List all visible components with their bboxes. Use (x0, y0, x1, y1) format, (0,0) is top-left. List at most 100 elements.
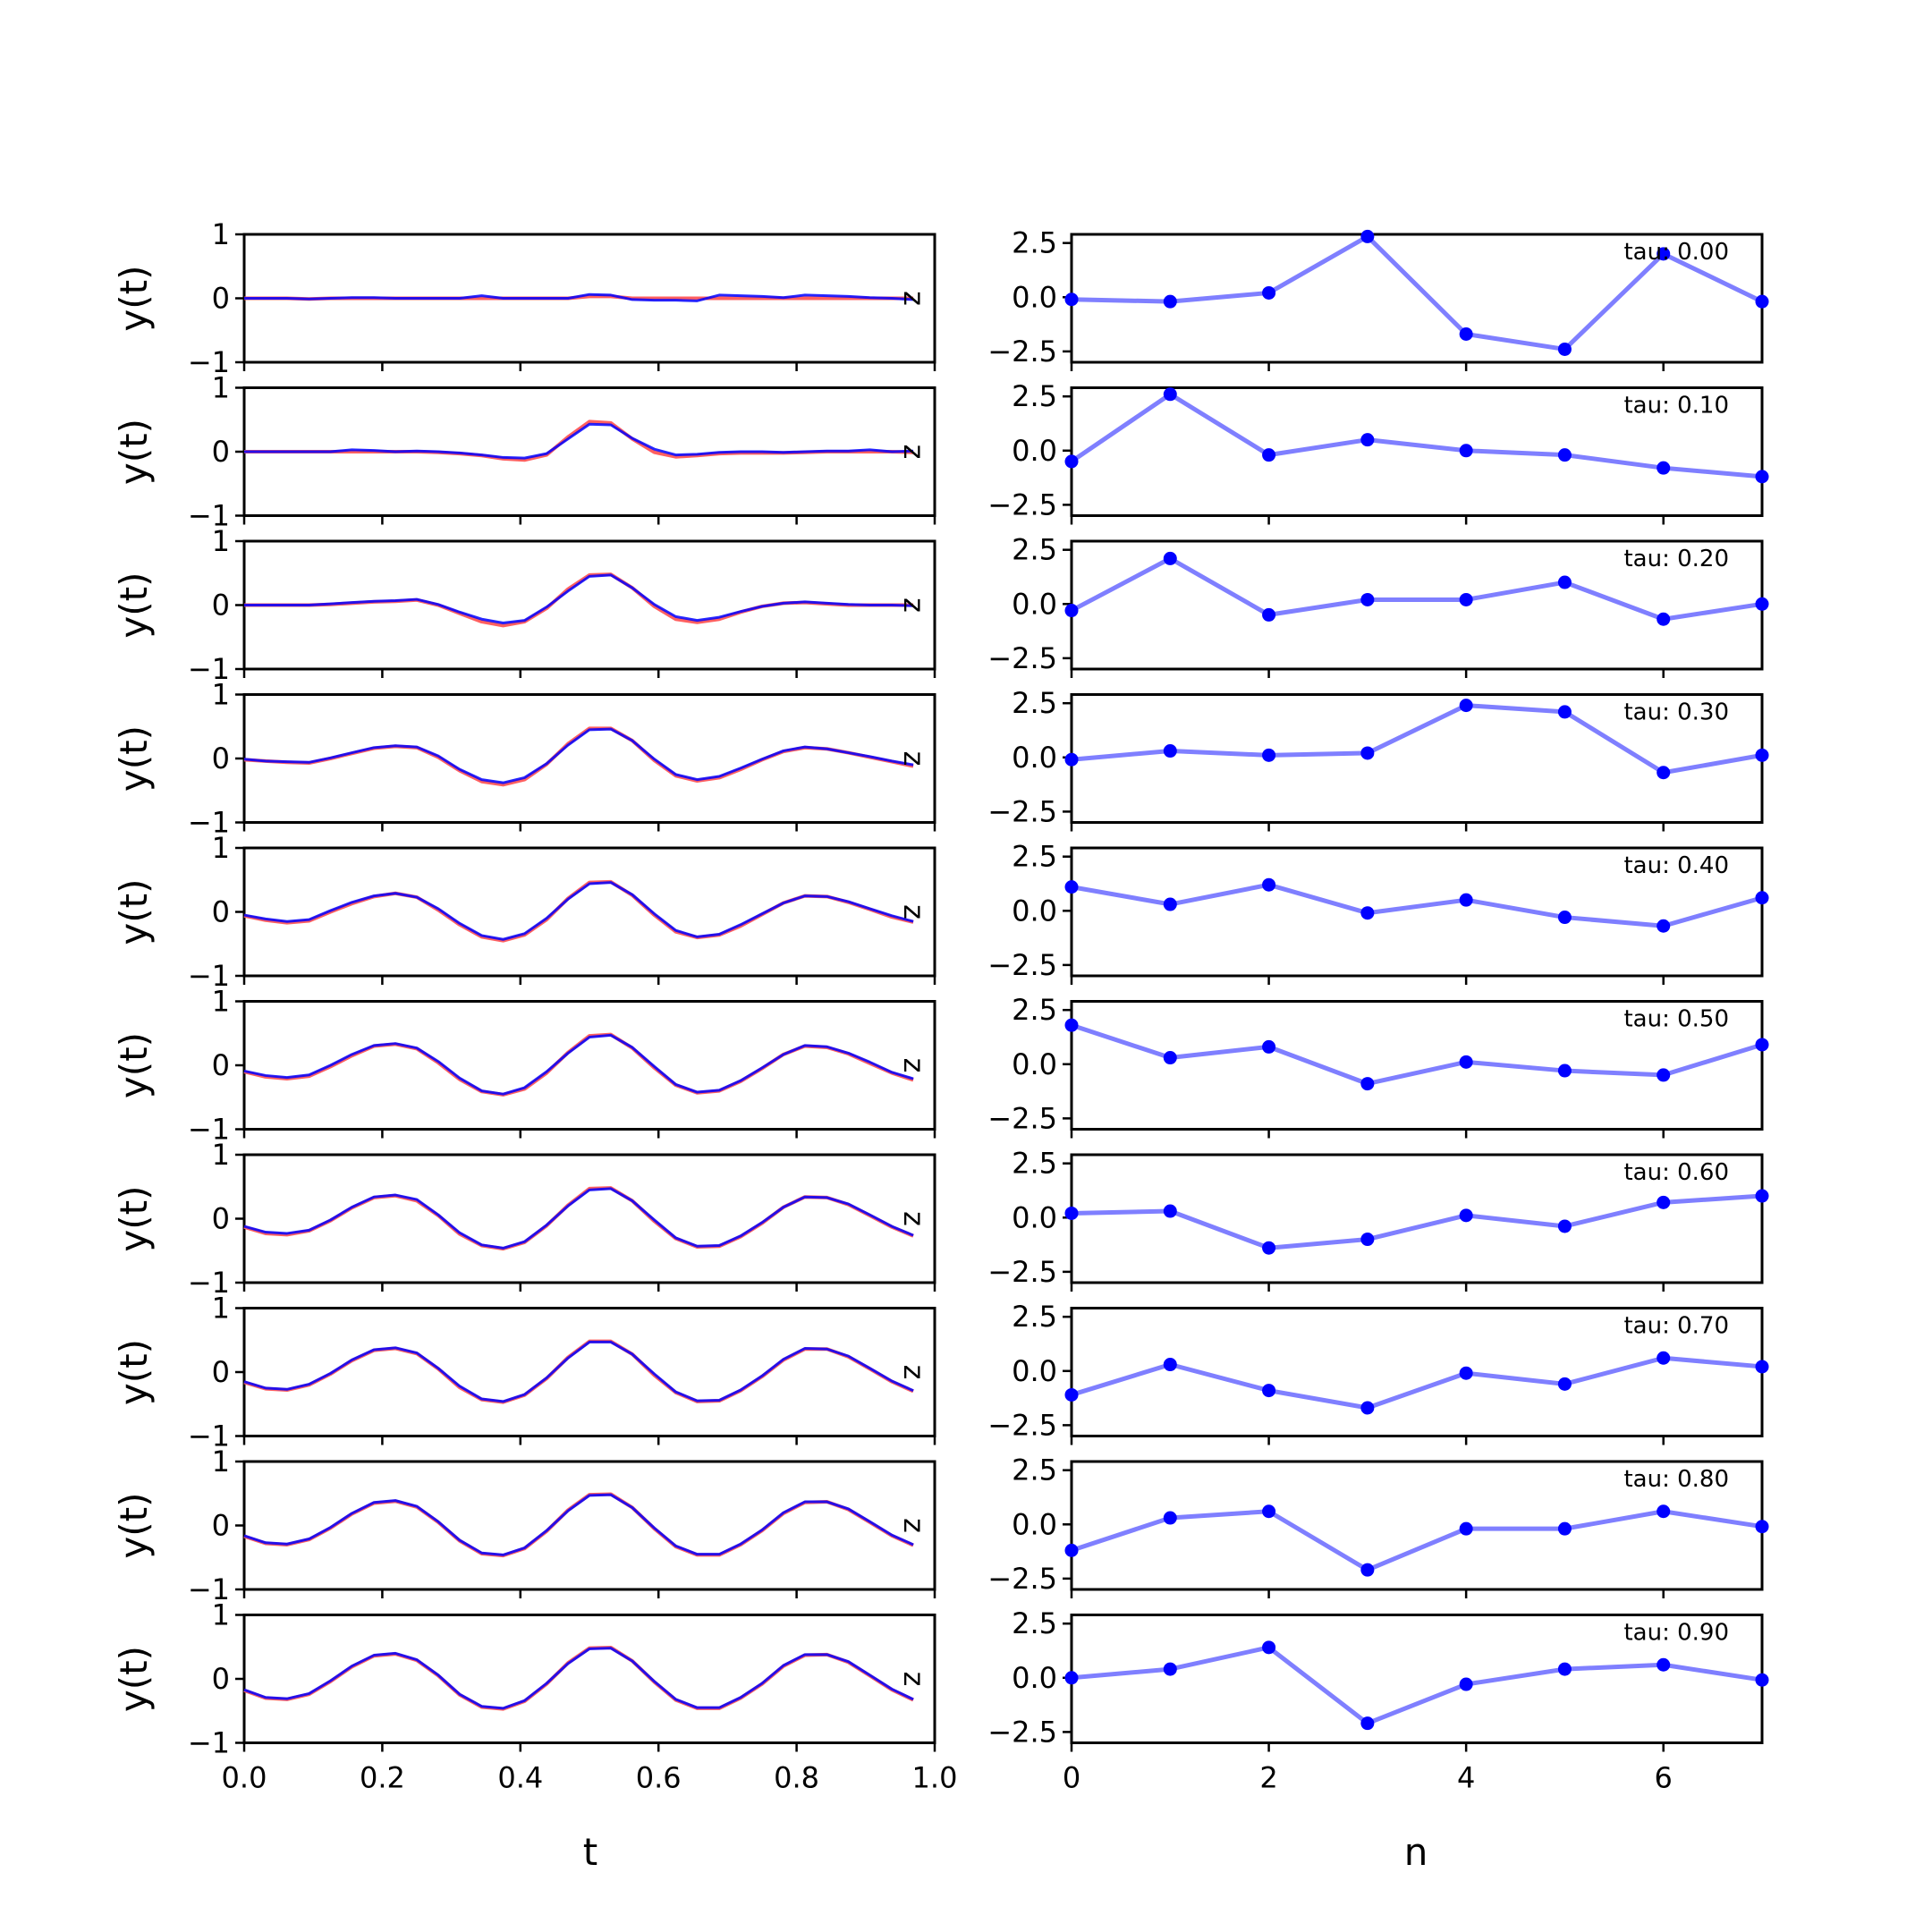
y-tick-label: 2.5 (1012, 993, 1057, 1027)
x-tick-label: 1.0 (912, 1761, 958, 1795)
data-point (1557, 575, 1572, 589)
series-line-values (1071, 703, 1763, 775)
y-axis-label: y(t) (112, 419, 156, 485)
left-panel-column: −1 0 1 y(t) z −1 0 1 y(t) z −1 0 1 y(t) z −1 0 1 y(t) z −1 0 1… (112, 217, 957, 1795)
data-point (1557, 1662, 1572, 1676)
data-point (1360, 229, 1375, 243)
y-tick-label: −1 (188, 1113, 230, 1147)
inline-label-z: z (897, 1518, 931, 1533)
data-point (1657, 1068, 1671, 1082)
data-point (1557, 705, 1572, 719)
y-tick-label: 0.0 (1012, 1507, 1057, 1541)
data-point (1557, 448, 1572, 462)
inline-label-z: z (897, 904, 931, 919)
data-point (1657, 1657, 1671, 1672)
y-tick-label: 2.5 (1012, 1147, 1057, 1181)
data-point (1262, 1384, 1276, 1398)
tau-label: tau: 0.30 (1623, 699, 1729, 726)
y-tick-label: 0 (212, 1355, 230, 1389)
data-point (1064, 752, 1079, 767)
y-tick-label: 0 (212, 1048, 230, 1082)
x-tick-label: 0.6 (636, 1761, 682, 1795)
y-tick-label: 0 (212, 1662, 230, 1696)
inline-label-z: z (897, 1211, 931, 1226)
left-subplot-frame (242, 1307, 936, 1437)
data-point (1262, 877, 1276, 892)
y-tick-label: 1 (212, 1445, 230, 1479)
data-point (1262, 448, 1276, 462)
data-point (1459, 893, 1473, 907)
data-point (1755, 597, 1769, 611)
data-point (1163, 1662, 1177, 1676)
y-axis-label: y(t) (112, 1185, 156, 1251)
tau-label: tau: 0.80 (1623, 1466, 1729, 1493)
data-point (1064, 1018, 1079, 1032)
data-point (1557, 342, 1572, 356)
left-subplot-7: −1 0 1 y(t) z (112, 1292, 936, 1453)
left-subplot-3: −1 0 1 y(t) z (112, 678, 936, 840)
series-line-values (1071, 1509, 1763, 1572)
y-tick-label: −2.5 (987, 948, 1057, 982)
right-subplot-3: −2.5 0.0 2.5 tau: 0.30 (987, 686, 1769, 832)
y-tick-label: 0.0 (1012, 1354, 1057, 1388)
data-point (1262, 1504, 1276, 1519)
series-line-values (1071, 233, 1764, 352)
series-line-values (1071, 1193, 1763, 1250)
y-tick-label: 1 (212, 1598, 230, 1632)
left-subplot-5: −1 0 1 y(t) z (112, 985, 936, 1147)
series-line-values (1070, 392, 1763, 479)
data-point (1163, 1051, 1177, 1065)
data-point (1755, 891, 1769, 905)
series-line-predicted (243, 1493, 914, 1556)
data-point (1657, 919, 1671, 933)
y-tick-label: 2.5 (1012, 1453, 1057, 1487)
inline-label-z: z (897, 751, 931, 767)
right-subplot-9: −2.5 0.0 2.5 0 2 4 6 tau: 0.90 (987, 1606, 1769, 1795)
data-point (1064, 1543, 1079, 1557)
data-point (1163, 1204, 1177, 1218)
left-subplot-frame (242, 1153, 936, 1284)
x-tick-label: 0.8 (774, 1761, 819, 1795)
data-point (1557, 911, 1572, 925)
y-tick-label: 1 (212, 985, 230, 1019)
inline-label-z: z (897, 1672, 931, 1687)
series-line-values (1070, 555, 1763, 622)
data-point (1262, 1039, 1276, 1054)
y-axis-label: y(t) (112, 725, 156, 792)
y-tick-label: −1 (188, 499, 230, 533)
y-tick-label: 2.5 (1012, 533, 1057, 567)
data-point (1557, 1063, 1572, 1078)
x-tick-label: 0.2 (360, 1761, 405, 1795)
y-tick-label: 0.0 (1012, 434, 1057, 468)
y-tick-label: 0.0 (1012, 741, 1057, 775)
data-point (1755, 1360, 1769, 1374)
y-axis-label: y(t) (112, 1492, 156, 1558)
y-tick-label: −1 (188, 806, 230, 840)
y-tick-label: 1 (212, 524, 230, 558)
data-point (1163, 744, 1177, 758)
left-subplot-9: −1 0 1 y(t) 0.0 0.2 0.4 0.6 0.8 1.0 z (112, 1598, 957, 1795)
data-point (1755, 1189, 1769, 1203)
data-point (1360, 1563, 1375, 1577)
y-axis-label: y(t) (112, 265, 156, 331)
inline-label-z: z (897, 445, 931, 460)
y-tick-label: 0.0 (1012, 894, 1057, 928)
data-point (1163, 1358, 1177, 1372)
y-tick-label: 0.0 (1012, 587, 1057, 621)
right-subplot-6: −2.5 0.0 2.5 tau: 0.60 (987, 1147, 1769, 1292)
data-point (1262, 1241, 1276, 1255)
left-subplot-frame (242, 1460, 936, 1591)
data-point (1755, 1673, 1769, 1687)
tau-label: tau: 0.40 (1623, 852, 1729, 879)
data-point (1064, 880, 1079, 894)
data-point (1064, 604, 1079, 618)
data-point (1459, 444, 1473, 458)
x-tick-label: 0.0 (222, 1761, 267, 1795)
y-tick-label: 0 (212, 1202, 230, 1236)
series-line-values (1071, 1022, 1763, 1087)
y-axis-label: y(t) (112, 572, 156, 638)
data-point (1163, 294, 1177, 309)
y-tick-label: 1 (212, 217, 230, 251)
y-axis-label: y(t) (112, 1339, 156, 1405)
